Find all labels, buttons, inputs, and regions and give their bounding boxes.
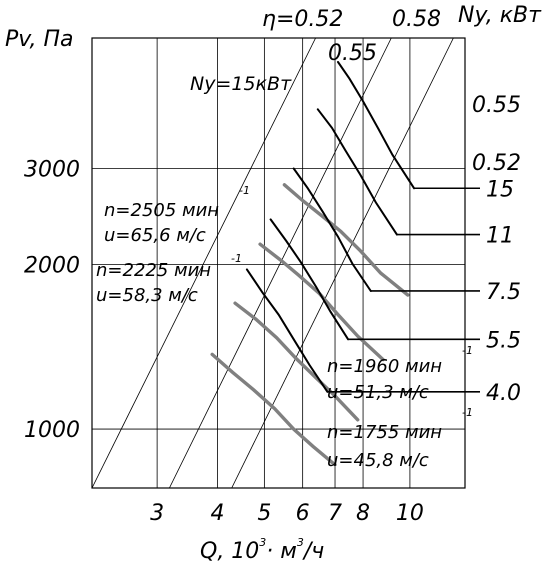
x-tick-label-5: 5 — [257, 501, 271, 526]
pressure-curve-1 — [258, 242, 385, 362]
power-scale-label-5.5: 5.5 — [486, 328, 521, 353]
x-axis-title-m: м — [273, 539, 297, 564]
efficiency-line-0 — [92, 38, 316, 488]
speed-label-1755: n=1755 мин — [327, 422, 442, 443]
x-tick-label-10: 10 — [396, 501, 424, 526]
efficiency-line-2 — [231, 38, 454, 488]
power-scale-label-11: 11 — [486, 224, 514, 249]
grid — [92, 38, 465, 488]
power-curves — [245, 61, 416, 393]
power-scale-label-15: 15 — [486, 177, 514, 202]
x-axis-title-tail: /ч — [302, 539, 324, 564]
efficiency-value-052: =0.52 — [276, 7, 343, 32]
x-axis-title-dot: · — [266, 539, 273, 564]
power-curve-4 — [245, 268, 329, 393]
y-tick-label-2000: 2000 — [24, 254, 80, 279]
speed-label-1960: n=1960 мин — [327, 356, 442, 377]
x-tick-label-6: 6 — [296, 501, 310, 526]
power-curve-1 — [316, 108, 398, 236]
pressure-curve-0 — [282, 183, 410, 297]
power-scale-labels: 15 11 7.5 5.5 4.0 — [486, 177, 521, 406]
x-tick-labels: 3 4 5 6 7 8 10 — [150, 501, 424, 526]
y-tick-label-3000: 3000 — [24, 157, 80, 182]
efficiency-scale-label-055: 0.55 — [472, 93, 521, 118]
efficiency-line-1 — [169, 38, 392, 488]
speed-label-2225: n=2225 мин — [96, 260, 211, 281]
y-tick-labels: 1000 2000 3000 — [24, 157, 80, 443]
power-curve-0 — [337, 61, 416, 190]
power-leader-lines — [327, 187, 480, 393]
speed-label-2505: n=2505 мин — [104, 200, 219, 221]
velocity-label-656: u=65,6 м/с — [104, 225, 206, 246]
speed-exp-1755: -1 — [462, 406, 473, 419]
speed-exp-2505: -1 — [239, 184, 250, 197]
power-scale-label-7.5: 7.5 — [486, 280, 521, 305]
x-tick-label-3: 3 — [150, 501, 164, 526]
y-axis-title: Pv, Па — [5, 27, 74, 52]
x-axis-title-q: Q, 10 — [200, 539, 259, 564]
efficiency-label-055: 0.55 — [328, 41, 377, 66]
x-tick-label-7: 7 — [328, 501, 342, 526]
efficiency-scale-label-052: 0.52 — [472, 151, 521, 176]
x-axis-title: Q, 103· м3/ч — [200, 536, 324, 564]
power-curve-label-15: Ny=15кВт — [190, 73, 292, 95]
pressure-curve-2 — [233, 301, 360, 422]
pressure-curve-3 — [210, 352, 337, 467]
efficiency-label-052: η=0.52 — [262, 7, 343, 32]
efficiency-symbol: η — [262, 7, 276, 32]
efficiency-lines — [92, 38, 454, 488]
speed-exp-2225: -1 — [231, 252, 242, 265]
velocity-label-583: u=58,3 м/с — [96, 285, 198, 306]
y2-axis-title: Ny, кВт — [458, 3, 542, 28]
power-scale-label-4.0: 4.0 — [486, 381, 521, 406]
x-tick-label-8: 8 — [356, 501, 370, 526]
x-tick-label-4: 4 — [211, 501, 225, 526]
x-axis-title-exp2: 3 — [297, 536, 304, 549]
power-curve-2 — [292, 167, 372, 292]
power-curve-3 — [269, 218, 350, 341]
y-tick-label-1000: 1000 — [24, 418, 80, 443]
speed-exp-1960: -1 — [462, 344, 473, 357]
efficiency-label-058: 0.58 — [392, 7, 441, 32]
velocity-label-458: u=45,8 м/с — [327, 450, 429, 471]
plot-frame — [91, 37, 466, 489]
x-axis-title-exp1: 3 — [259, 536, 266, 549]
velocity-label-513: u=51,3 м/с — [327, 382, 429, 403]
